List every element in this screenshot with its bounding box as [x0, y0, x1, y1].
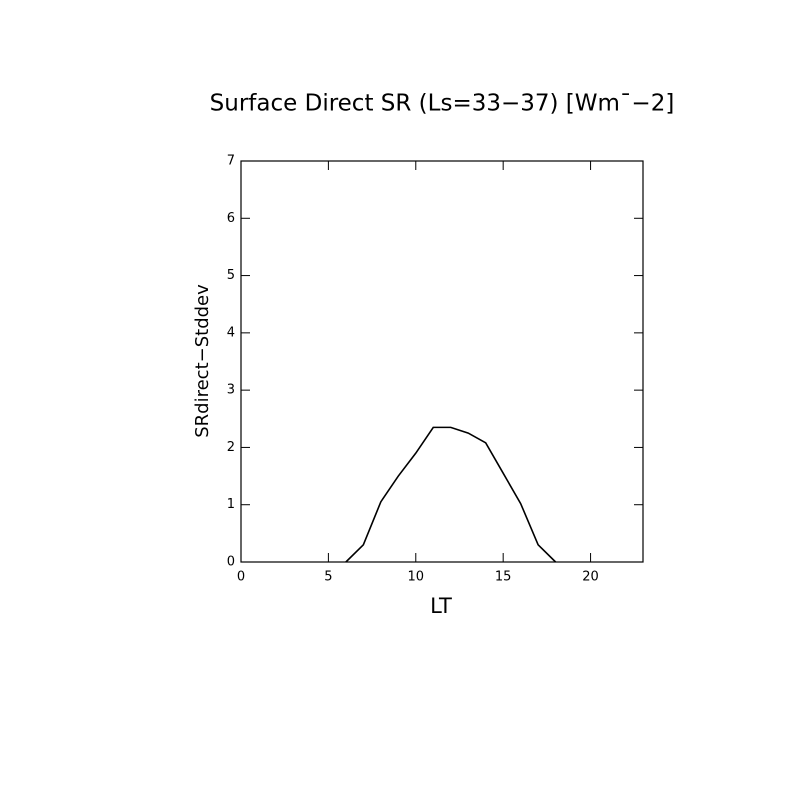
x-tick-label: 5	[324, 570, 332, 585]
plot-frame	[240, 160, 644, 563]
y-axis-label: SRdirect−Stddev	[192, 284, 213, 438]
y-tick-label: 6	[227, 211, 235, 226]
y-tick-label: 3	[227, 383, 235, 398]
x-tick-label: 20	[582, 570, 599, 585]
x-axis-label: LT	[430, 594, 452, 618]
y-tick-label: 5	[227, 268, 235, 283]
x-tick-label: 0	[237, 570, 245, 585]
y-tick-label: 4	[227, 325, 235, 340]
y-tick-label: 7	[227, 154, 235, 169]
y-tick-label: 2	[227, 440, 235, 455]
x-tick-label: 15	[495, 570, 512, 585]
x-tick-label: 10	[408, 570, 425, 585]
y-tick-label: 1	[227, 497, 235, 512]
chart-title: Surface Direct SR (Ls=33−37) [Wm¯−2]	[210, 91, 675, 117]
data-line	[345, 426, 557, 563]
y-tick-label: 0	[227, 555, 235, 570]
